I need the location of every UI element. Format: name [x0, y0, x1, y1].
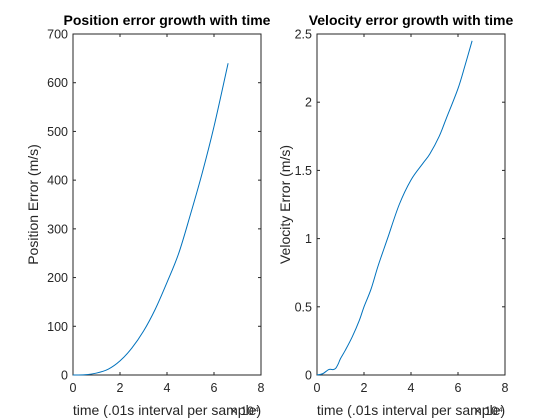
position-x-tick-label: 6	[211, 381, 218, 395]
position-y-tick-label: 500	[47, 125, 68, 139]
position-y-axis-label: Position Error (m/s)	[25, 144, 41, 265]
velocity-x-tick-label: 2	[361, 381, 368, 395]
velocity-y-tick-label: 0.5	[295, 300, 312, 314]
position-error-series-line	[72, 63, 229, 376]
velocity-x-exponent-label: × 10⁴	[474, 404, 503, 418]
position-y-tick-label: 200	[47, 271, 68, 285]
velocity-y-tick-label: 1.5	[295, 164, 312, 178]
velocity-axes-box	[316, 33, 506, 376]
velocity-x-tick-label: 6	[455, 381, 462, 395]
velocity-y-axis-label: Velocity Error (m/s)	[277, 145, 293, 264]
position-x-tick-label: 2	[117, 381, 124, 395]
velocity-error-series-line	[316, 40, 473, 376]
position-chart-title: Position error growth with time	[64, 12, 271, 28]
position-axes-box	[72, 33, 262, 376]
position-y-tick-label: 0	[61, 369, 68, 383]
position-y-tick-label: 400	[47, 174, 68, 188]
position-x-exponent-label: × 10⁴	[230, 404, 259, 418]
velocity-x-tick-label: 0	[314, 381, 321, 395]
velocity-y-tick-label: 2	[305, 96, 312, 110]
velocity-x-tick-label: 4	[408, 381, 415, 395]
position-y-tick-label: 600	[47, 76, 68, 90]
velocity-x-tick-label: 8	[502, 381, 509, 395]
position-y-tick-label: 300	[47, 222, 68, 236]
velocity-chart-title: Velocity error growth with time	[309, 12, 514, 28]
position-x-tick-label: 8	[258, 381, 265, 395]
position-y-tick-label: 100	[47, 320, 68, 334]
position-x-tick-label: 4	[164, 381, 171, 395]
position-x-axis-label: time (.01s interval per sample)	[73, 402, 261, 418]
velocity-y-tick-label: 1	[305, 232, 312, 246]
velocity-y-tick-label: 0	[305, 369, 312, 383]
position-y-tick-label: 700	[47, 28, 68, 42]
velocity-x-axis-label: time (.01s interval per sample)	[317, 402, 505, 418]
position-x-tick-label: 0	[70, 381, 77, 395]
velocity-y-tick-label: 2.5	[295, 28, 312, 42]
